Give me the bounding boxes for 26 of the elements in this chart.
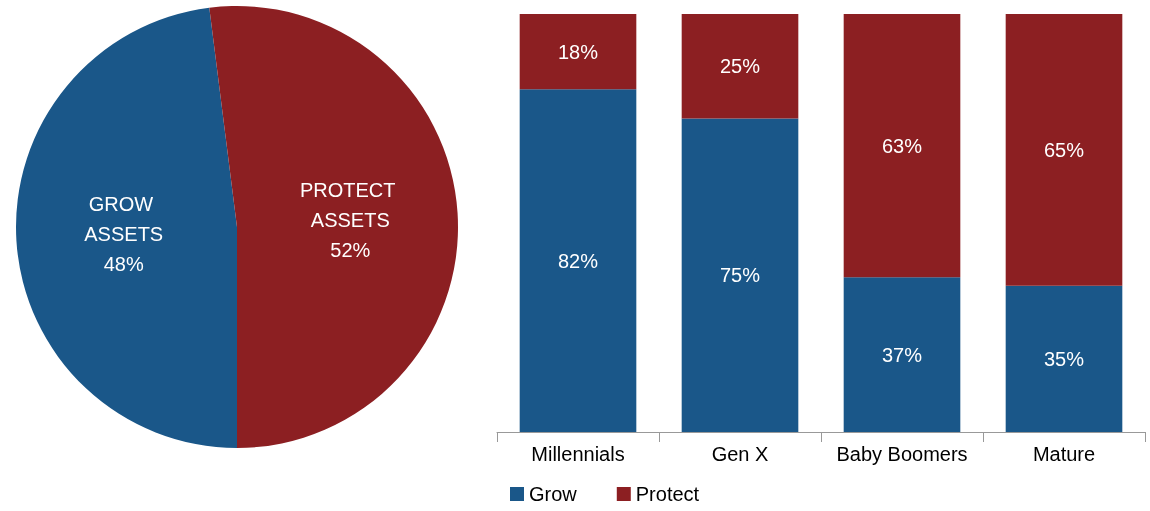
bar [519, 14, 637, 90]
data-label: 37% [881, 343, 923, 366]
data-label: 35% [1043, 347, 1085, 370]
legend-label: Grow [529, 483, 578, 505]
x-tick-label: Mature [1032, 443, 1096, 465]
data-label: 48% [103, 253, 144, 276]
data-label: 75% [719, 264, 761, 287]
data-label: 18% [557, 40, 599, 63]
bar [1005, 14, 1123, 286]
slice-label: PROTECT ASSETS [299, 178, 401, 231]
x-tick-label: Gen X [711, 443, 769, 465]
data-label: 65% [1043, 138, 1085, 161]
bar [843, 14, 961, 278]
bar [681, 118, 799, 432]
legend-label: Protect [635, 483, 700, 505]
bar [843, 277, 961, 432]
bar [519, 89, 637, 432]
data-label: 82% [557, 249, 599, 272]
data-label: 52% [330, 238, 371, 261]
x-tick-label: Baby Boomers [836, 443, 968, 465]
bar [1005, 285, 1123, 432]
data-label: 25% [719, 55, 761, 78]
data-label: 63% [881, 134, 923, 157]
bar [681, 14, 799, 119]
x-tick-label: Millennials [531, 443, 625, 465]
slice-label: GROW ASSETS [84, 193, 164, 246]
